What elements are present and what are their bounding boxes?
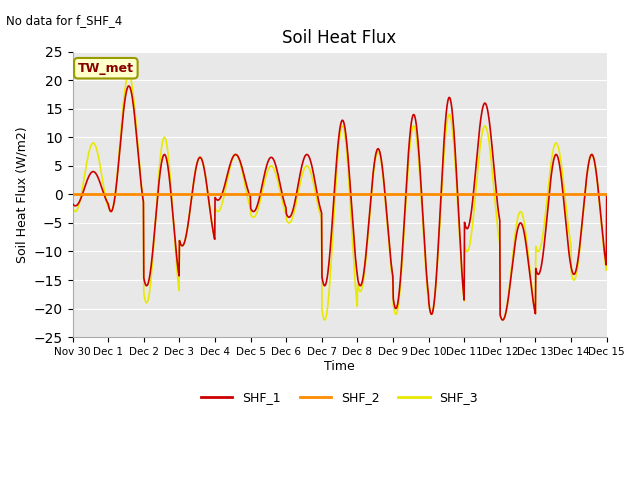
Title: Soil Heat Flux: Soil Heat Flux — [282, 29, 397, 48]
Legend: SHF_1, SHF_2, SHF_3: SHF_1, SHF_2, SHF_3 — [196, 386, 483, 409]
X-axis label: Time: Time — [324, 360, 355, 372]
Text: No data for f_SHF_4: No data for f_SHF_4 — [6, 14, 123, 27]
Text: TW_met: TW_met — [78, 62, 134, 75]
Y-axis label: Soil Heat Flux (W/m2): Soil Heat Flux (W/m2) — [15, 126, 28, 263]
